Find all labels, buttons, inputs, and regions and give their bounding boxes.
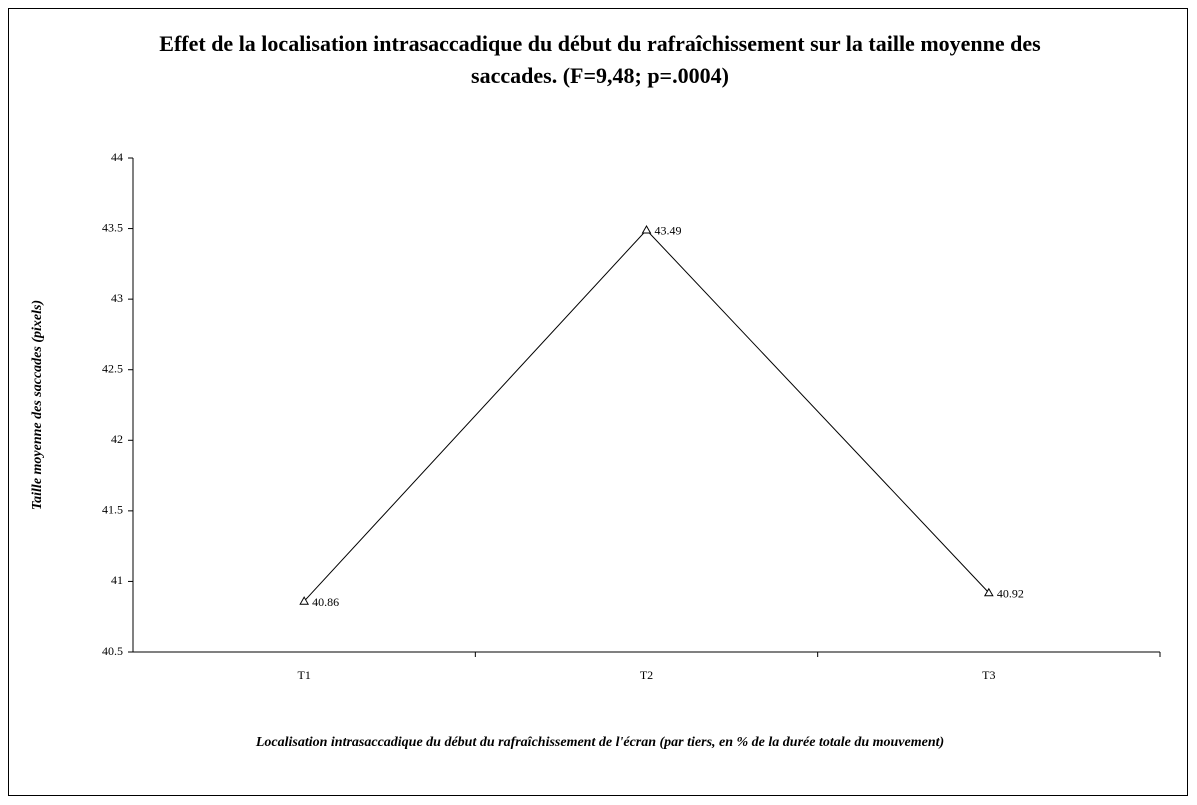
y-tick-label: 44: [111, 150, 123, 164]
data-point: [641, 224, 652, 234]
data-label: 40.92: [997, 586, 1024, 600]
data-point: [983, 587, 994, 597]
chart-frame: [8, 8, 1188, 796]
y-tick-label: 42: [111, 432, 123, 446]
data-point: [299, 596, 310, 605]
x-axis-label: Localisation intrasaccadique du début du…: [255, 735, 945, 750]
chart-title: Effet de la localisation intrasaccadique…: [159, 31, 1041, 88]
y-tick-label: 43.5: [102, 220, 123, 234]
y-tick-label: 41: [111, 573, 123, 587]
x-tick-label: T2: [640, 668, 653, 682]
y-axis-label: Taille moyenne des saccades (pixels): [30, 300, 45, 510]
x-tick-label: T1: [297, 668, 310, 682]
y-tick-label: 40.5: [102, 644, 123, 658]
data-line: [303, 229, 990, 602]
data-label: 40.86: [312, 595, 339, 609]
x-tick-label: T3: [982, 668, 995, 682]
data-label: 43.49: [655, 224, 682, 238]
y-tick-label: 42.5: [102, 361, 123, 375]
y-tick-label: 41.5: [102, 503, 123, 517]
y-tick-label: 43: [111, 291, 123, 305]
